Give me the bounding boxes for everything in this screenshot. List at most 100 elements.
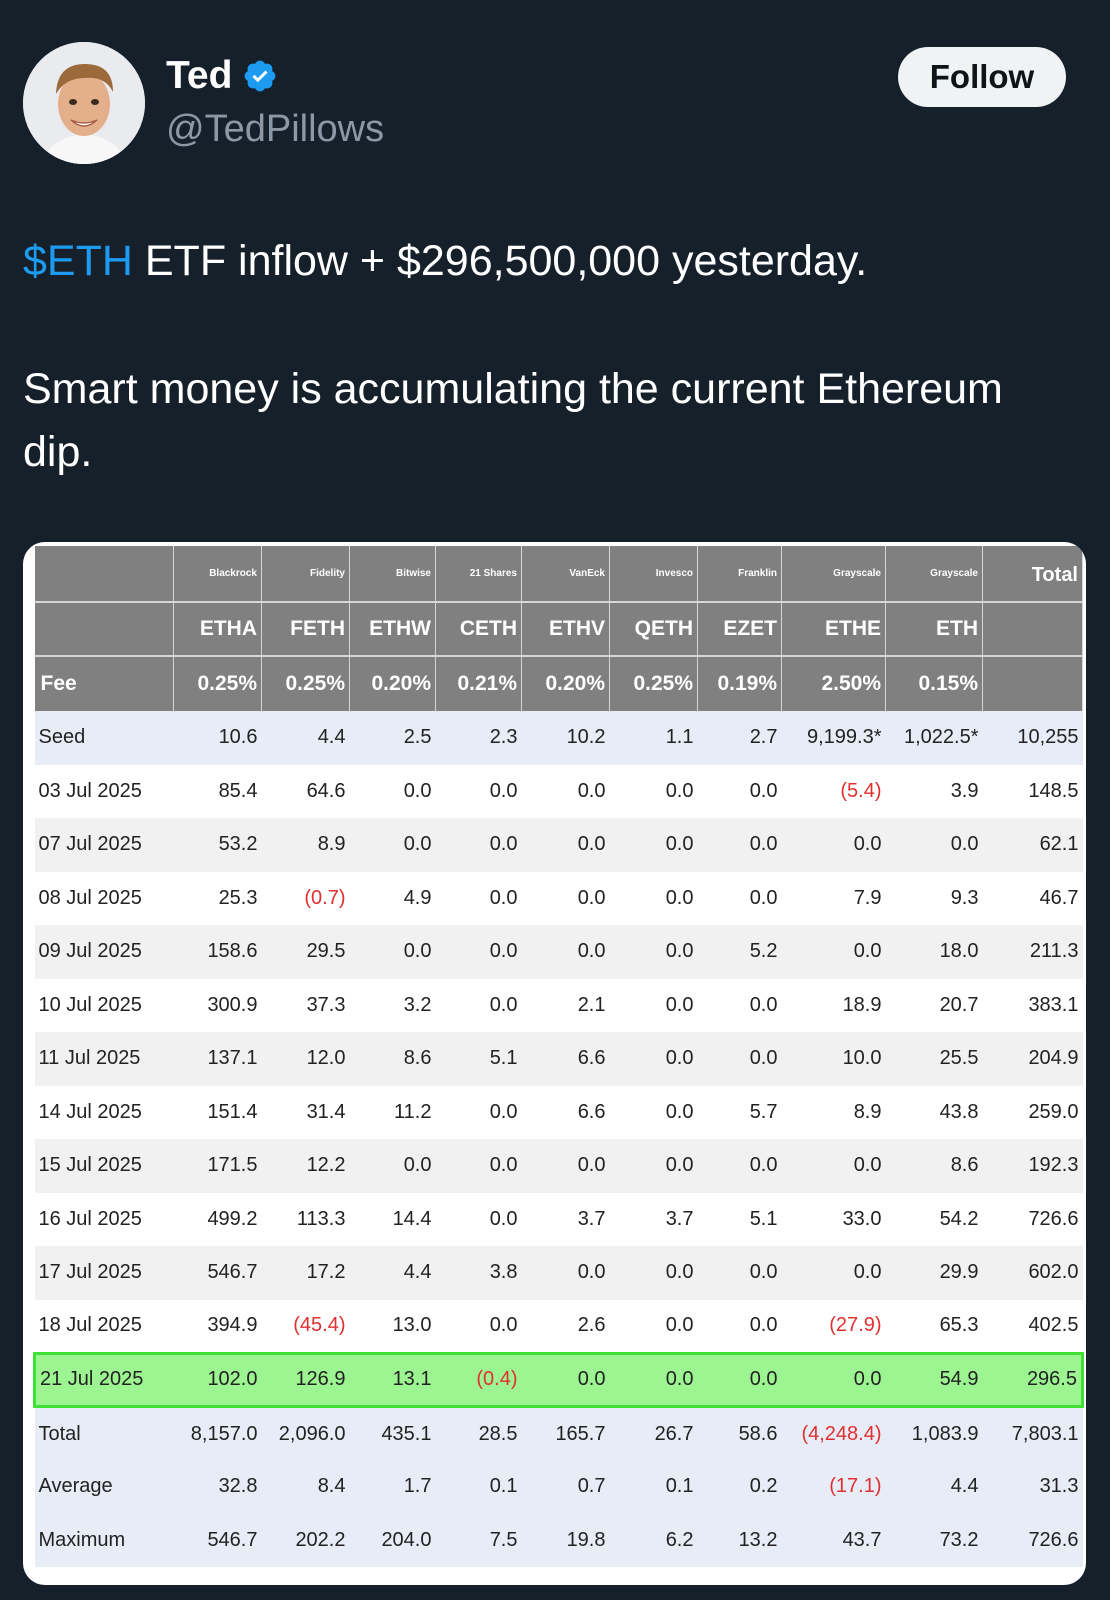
flow-cell: 3.7 [521,1192,610,1246]
flow-cell: 8.9 [261,818,350,872]
table-row: 03 Jul 2025 85.4 64.6 0.0 0.0 0.0 0.0 0.0 (5.4) 3… [34,764,1083,818]
flow-cell: 3.9 [885,764,983,818]
etf-flow-table-image[interactable]: Blackrock Fidelity Bitwise 21 Shares VanEck I… [23,542,1086,1585]
flow-cell: 43.8 [885,1085,983,1139]
summary-cell: 6.2 [609,1513,698,1567]
issuer-header: 21 Shares [435,546,522,602]
flow-cell: 0.0 [435,1192,522,1246]
flow-cell: 2.6 [521,1299,610,1353]
fee-cell: 0.15% [885,655,983,711]
total-column-header: Total [982,546,1083,602]
tweet-text-line1: $ETH ETF inflow + $296,500,000 yesterday… [23,230,1063,293]
flow-cell: 10.6 [173,711,262,765]
issuer-header: Bitwise [349,546,436,602]
row-total-cell: 10,255 [982,711,1083,765]
flow-cell: 0.0 [609,1139,698,1193]
flow-cell: 0.0 [697,764,782,818]
etf-flow-table: Blackrock Fidelity Bitwise 21 Shares VanEck I… [33,546,1084,1567]
flow-cell: 0.0 [781,818,886,872]
flow-cell: 5.1 [435,1032,522,1086]
ticker-header-row: ETHA FETH ETHW CETH ETHV QETH EZET ETHE ETH [34,601,1083,656]
table-row: 18 Jul 2025 394.9 (45.4) 13.0 0.0 2.6 0.0 0.0 (2… [34,1299,1083,1353]
flow-cell: 2.7 [697,711,782,765]
flow-cell: 0.0 [521,764,610,818]
row-total-cell: 62.1 [982,818,1083,872]
flow-cell: 8.9 [781,1085,886,1139]
flow-cell: 10.2 [521,711,610,765]
author-name[interactable]: Ted [166,54,233,97]
avatar[interactable] [23,42,145,164]
ticker-header: ETH [885,601,983,656]
table-row: 16 Jul 2025 499.2 113.3 14.4 0.0 3.7 3.7 5.1 33.… [34,1192,1083,1246]
flow-cell: 9.3 [885,871,983,925]
flow-cell: 0.0 [781,1351,886,1408]
issuer-header-row: Blackrock Fidelity Bitwise 21 Shares VanEck I… [34,546,1083,602]
flow-cell: 151.4 [173,1085,262,1139]
flow-cell: 1.1 [609,711,698,765]
flow-cell: 0.0 [609,871,698,925]
flow-cell: 0.0 [435,818,522,872]
flow-cell: 4.4 [349,1246,436,1300]
row-date: 08 Jul 2025 [34,871,174,925]
fee-cell: 0.21% [435,655,522,711]
flow-cell: 14.4 [349,1192,436,1246]
issuer-header: VanEck [521,546,610,602]
flow-cell: 0.0 [781,1246,886,1300]
summary-cell: 4.4 [885,1460,983,1514]
table-row: 11 Jul 2025 137.1 12.0 8.6 5.1 6.6 0.0 0.0 10.0 2… [34,1032,1083,1086]
flow-cell: 13.1 [349,1351,436,1408]
flow-cell: 0.0 [697,871,782,925]
flow-cell: 0.0 [609,1299,698,1353]
flow-cell: 13.0 [349,1299,436,1353]
row-date: 09 Jul 2025 [34,925,174,979]
header-corner-cell [34,546,174,602]
flow-cell: 0.0 [697,1139,782,1193]
summary-cell: 26.7 [609,1406,698,1460]
fee-label: Fee [34,655,174,711]
flow-cell: 0.0 [609,764,698,818]
row-date: 10 Jul 2025 [34,978,174,1032]
flow-cell: 1,022.5* [885,711,983,765]
summary-row: Total 8,157.0 2,096.0 435.1 28.5 165.7 26.7 58.… [34,1406,1083,1460]
row-total-cell: 192.3 [982,1139,1083,1193]
flow-cell: (27.9) [781,1299,886,1353]
summary-cell: 32.8 [173,1460,262,1514]
flow-cell: 53.2 [173,818,262,872]
summary-cell: 0.2 [697,1460,782,1514]
flow-cell: 0.0 [521,1351,610,1408]
issuer-header: Fidelity [261,546,350,602]
flow-cell: 113.3 [261,1192,350,1246]
ticker-total-cell [982,601,1083,656]
summary-cell: (17.1) [781,1460,886,1514]
flow-cell: 0.0 [697,1351,782,1408]
flow-cell: 5.1 [697,1192,782,1246]
flow-cell: 4.9 [349,871,436,925]
flow-cell: 0.0 [435,978,522,1032]
flow-cell: 2.1 [521,978,610,1032]
flow-cell: 0.0 [349,764,436,818]
ticker-corner-cell [34,601,174,656]
flow-cell: 0.0 [609,1246,698,1300]
row-date: 16 Jul 2025 [34,1192,174,1246]
flow-cell: (45.4) [261,1299,350,1353]
flow-cell: 3.8 [435,1246,522,1300]
flow-cell: 0.0 [435,925,522,979]
eth-cashtag-link[interactable]: $ETH [23,237,133,285]
author-handle[interactable]: @TedPillows [166,108,385,150]
flow-cell: 0.0 [697,1246,782,1300]
flow-cell: 5.7 [697,1085,782,1139]
flow-cell: 6.6 [521,1085,610,1139]
follow-button[interactable]: Follow [898,47,1066,107]
summary-cell: 58.6 [697,1406,782,1460]
summary-cell: 546.7 [173,1513,262,1567]
flow-cell: 0.0 [435,1299,522,1353]
flow-cell: 54.9 [885,1351,983,1408]
flow-cell: 7.9 [781,871,886,925]
flow-cell: 171.5 [173,1139,262,1193]
issuer-header: Invesco [609,546,698,602]
row-total-cell: 148.5 [982,764,1083,818]
summary-cell: 1,083.9 [885,1406,983,1460]
ticker-header: CETH [435,601,522,656]
flow-cell: 33.0 [781,1192,886,1246]
flow-cell: 0.0 [435,764,522,818]
